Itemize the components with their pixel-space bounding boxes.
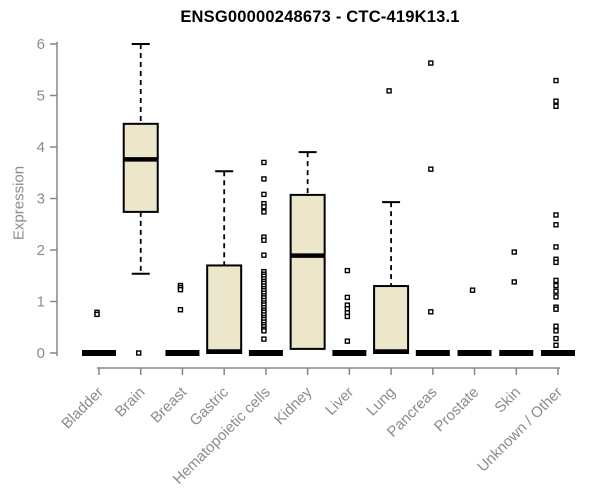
box-skin — [499, 249, 534, 356]
outlier-point — [344, 313, 351, 320]
collapsed-box — [415, 350, 450, 356]
outlier-point — [261, 209, 267, 215]
outlier-point — [261, 252, 267, 258]
outlier-point — [261, 159, 267, 166]
x-tick-label-lung: Lung — [363, 384, 399, 420]
outlier-point — [261, 328, 267, 334]
outlier-point — [553, 212, 559, 218]
outlier-point — [553, 77, 559, 84]
outlier-point — [553, 277, 559, 284]
outlier-point — [553, 244, 559, 250]
outlier-point — [94, 311, 100, 318]
outlier-point — [177, 286, 184, 293]
outlier-point — [511, 279, 517, 285]
box-unknown-other — [540, 77, 575, 356]
outlier-point — [553, 294, 559, 300]
y-tick-label: 6 — [37, 36, 45, 53]
outlier-point — [553, 328, 559, 334]
outlier-point — [553, 282, 559, 289]
outlier-point — [177, 307, 184, 313]
outlier-point — [428, 166, 434, 172]
x-tick-label-kidney: Kidney — [271, 383, 316, 428]
x-tick-label-prostate: Prostate — [431, 384, 483, 436]
outlier-point — [344, 306, 351, 312]
box-prostate — [457, 287, 492, 356]
collapsed-box — [540, 350, 575, 356]
collapsed-box — [332, 350, 367, 356]
box-rect — [206, 264, 243, 355]
collapsed-box — [248, 350, 283, 356]
outlier-point — [553, 98, 559, 104]
y-tick-label: 3 — [37, 191, 45, 208]
box-lung — [373, 88, 410, 354]
outlier-point — [553, 306, 559, 312]
box-rect — [289, 193, 326, 350]
collapsed-box — [82, 350, 116, 356]
collapsed-box — [165, 350, 200, 356]
outlier-point — [553, 323, 559, 329]
box-pancreas — [415, 60, 450, 356]
box-brain — [122, 43, 159, 356]
x-tick-label-bladder: Bladder — [58, 384, 107, 433]
y-axis-label: Expression — [10, 165, 28, 241]
collapsed-box — [499, 350, 534, 356]
box-bladder — [82, 309, 116, 356]
box-kidney — [289, 151, 326, 350]
outlier-point — [553, 103, 559, 110]
box-rect — [122, 122, 159, 213]
box-rect — [373, 285, 410, 354]
outlier-point — [428, 309, 434, 315]
outlier-point — [136, 350, 142, 356]
x-tick-label-breast: Breast — [148, 383, 191, 426]
box-hematopoietic-cells — [248, 159, 283, 356]
outlier-point — [553, 222, 559, 228]
outlier-point — [553, 288, 559, 294]
box-liver — [332, 267, 367, 356]
y-tick-label: 5 — [37, 88, 45, 105]
outlier-point — [261, 204, 267, 210]
x-tick-label-skin: Skin — [491, 384, 524, 417]
outlier-point — [261, 191, 267, 198]
outlier-point — [469, 287, 476, 293]
y-tick-label: 2 — [37, 242, 45, 259]
outlier-point — [553, 335, 559, 342]
collapsed-box — [457, 350, 492, 356]
box-breast — [165, 282, 200, 356]
outlier-point — [553, 342, 559, 348]
outlier-point — [344, 294, 351, 301]
outlier-point — [261, 237, 267, 243]
outlier-point — [511, 249, 517, 255]
outlier-point — [386, 88, 392, 94]
outlier-point — [553, 259, 559, 266]
x-tick-label-brain: Brain — [112, 384, 149, 421]
outlier-point — [344, 338, 351, 344]
y-tick-label: 4 — [37, 139, 45, 156]
y-tick-label: 0 — [37, 345, 45, 362]
outlier-point — [261, 176, 267, 182]
y-tick-label: 1 — [37, 294, 45, 311]
x-tick-label-liver: Liver — [322, 384, 357, 419]
outlier-point — [344, 267, 351, 274]
box-gastric — [206, 170, 243, 355]
outlier-point — [428, 60, 434, 66]
chart-title: ENSG00000248673 - CTC-419K13.1 — [180, 8, 460, 26]
outlier-point — [261, 336, 267, 342]
